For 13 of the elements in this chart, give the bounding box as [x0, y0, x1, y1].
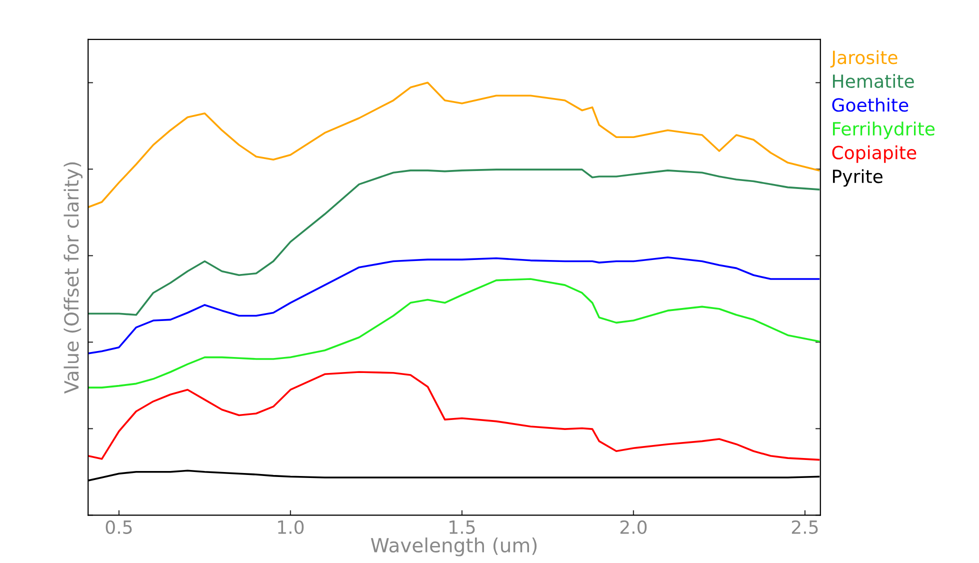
x-axis-title: Wavelength (um): [370, 537, 537, 556]
x-tick-label: 1.0: [278, 520, 304, 534]
text: Hematite: [833, 74, 914, 88]
text: Copiapite: [832, 145, 916, 163]
y-axis-title: Value (Offset for clarity): [64, 162, 83, 394]
x-tick-label: 2.0: [620, 520, 647, 534]
text: Ferrihydrite: [833, 122, 935, 140]
x-tick-label: 1.5: [450, 520, 475, 534]
x-tick-label: 2.5: [792, 520, 818, 534]
x-tick-label: 0.5: [106, 520, 132, 534]
text: Pyrite: [833, 169, 882, 187]
text: Jarosite: [830, 50, 898, 68]
text: Goethite: [832, 98, 908, 112]
